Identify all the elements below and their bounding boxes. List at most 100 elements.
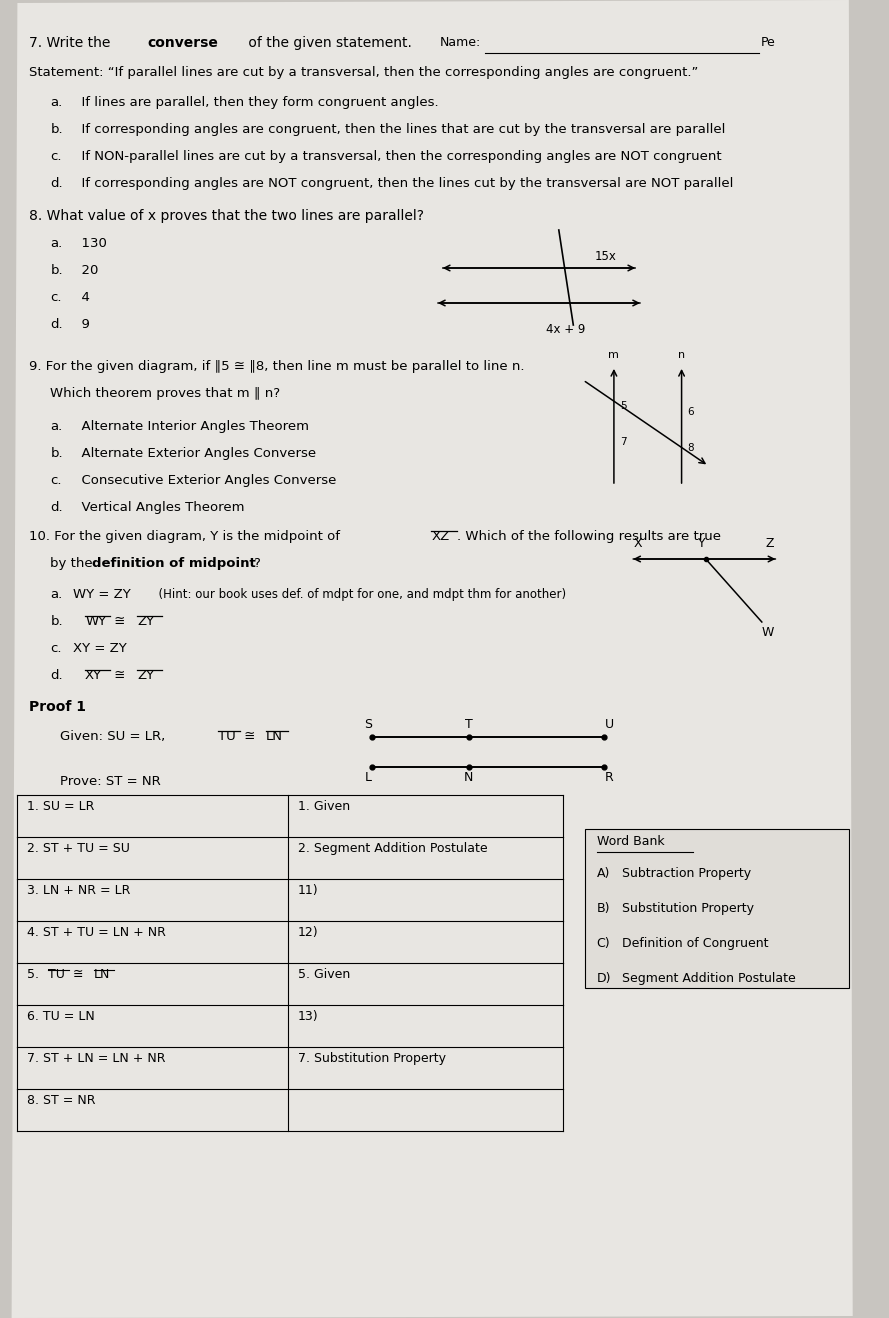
Text: 8: 8 — [687, 443, 694, 453]
Text: 8. What value of x proves that the two lines are parallel?: 8. What value of x proves that the two l… — [29, 210, 424, 223]
Text: 2. ST + TU = SU: 2. ST + TU = SU — [27, 842, 130, 855]
Text: Proof 1: Proof 1 — [29, 700, 86, 714]
Text: d.: d. — [51, 670, 63, 681]
Text: Alternate Interior Angles Theorem: Alternate Interior Angles Theorem — [73, 420, 308, 434]
Text: m: m — [608, 351, 620, 360]
Text: of the given statement.: of the given statement. — [244, 36, 412, 50]
Text: W: W — [762, 626, 774, 639]
Text: 9: 9 — [73, 318, 90, 331]
Text: 7: 7 — [620, 438, 627, 447]
Text: a.: a. — [51, 237, 62, 250]
Text: 13): 13) — [298, 1010, 318, 1023]
Text: 130: 130 — [73, 237, 107, 250]
Text: a.: a. — [51, 96, 62, 109]
Text: C): C) — [597, 937, 610, 949]
Text: R: R — [605, 771, 613, 784]
Text: Alternate Exterior Angles Converse: Alternate Exterior Angles Converse — [73, 447, 316, 460]
Text: L: L — [364, 771, 372, 784]
Text: b.: b. — [51, 123, 63, 136]
Text: 6. TU = LN: 6. TU = LN — [27, 1010, 95, 1023]
Text: 20: 20 — [73, 264, 98, 277]
Text: c.: c. — [51, 642, 61, 655]
Text: 5.: 5. — [27, 967, 43, 981]
Text: Vertical Angles Theorem: Vertical Angles Theorem — [73, 501, 244, 514]
Text: ?: ? — [253, 558, 260, 569]
Text: converse: converse — [147, 36, 218, 50]
Text: Pe: Pe — [761, 36, 775, 49]
Text: a.: a. — [51, 420, 62, 434]
Text: definition of midpoint: definition of midpoint — [92, 558, 256, 569]
Text: n: n — [678, 351, 685, 360]
Text: 4: 4 — [73, 291, 90, 304]
Text: 8. ST = NR: 8. ST = NR — [27, 1094, 96, 1107]
Text: Z: Z — [765, 536, 774, 550]
Text: 7. ST + LN = LN + NR: 7. ST + LN = LN + NR — [27, 1052, 165, 1065]
Text: D): D) — [597, 971, 611, 985]
Text: (Hint: our book uses def. of mdpt for one, and mdpt thm for another): (Hint: our book uses def. of mdpt for on… — [121, 588, 566, 601]
Text: d.: d. — [51, 318, 63, 331]
Text: d.: d. — [51, 501, 63, 514]
Text: If NON-parallel lines are cut by a transversal, then the corresponding angles ar: If NON-parallel lines are cut by a trans… — [73, 150, 721, 163]
Text: LN: LN — [266, 730, 283, 743]
Text: 5: 5 — [620, 401, 627, 411]
Text: d.: d. — [51, 177, 63, 190]
Text: S: S — [364, 718, 372, 731]
Text: . Which of the following results are true: . Which of the following results are tru… — [457, 530, 721, 543]
Text: WY: WY — [85, 616, 106, 627]
Text: Consecutive Exterior Angles Converse: Consecutive Exterior Angles Converse — [73, 474, 336, 486]
FancyBboxPatch shape — [585, 829, 849, 988]
Text: 7. Write the: 7. Write the — [29, 36, 115, 50]
Text: LN: LN — [93, 967, 110, 981]
Text: If corresponding angles are congruent, then the lines that are cut by the transv: If corresponding angles are congruent, t… — [73, 123, 725, 136]
Text: 1. Given: 1. Given — [298, 800, 350, 813]
Text: Definition of Congruent: Definition of Congruent — [621, 937, 768, 949]
Text: 15x: 15x — [595, 250, 616, 264]
Text: TU: TU — [218, 730, 236, 743]
Text: Which theorem proves that m ∥ n?: Which theorem proves that m ∥ n? — [51, 387, 280, 399]
Text: ≅: ≅ — [68, 967, 87, 981]
Text: Substitution Property: Substitution Property — [621, 902, 754, 915]
Text: ZY: ZY — [137, 670, 155, 681]
Text: N: N — [464, 771, 474, 784]
Text: 7. Substitution Property: 7. Substitution Property — [298, 1052, 445, 1065]
Text: c.: c. — [51, 474, 61, 486]
Text: ≅: ≅ — [240, 730, 260, 743]
Text: Given: SU = LR,: Given: SU = LR, — [60, 730, 170, 743]
Text: Statement: “If parallel lines are cut by a transversal, then the corresponding a: Statement: “If parallel lines are cut by… — [29, 66, 699, 79]
Text: 4x + 9: 4x + 9 — [546, 323, 586, 336]
Text: 1. SU = LR: 1. SU = LR — [27, 800, 94, 813]
Text: 6: 6 — [687, 407, 694, 416]
Text: ZY: ZY — [137, 616, 155, 627]
Text: 12): 12) — [298, 927, 318, 938]
Polygon shape — [12, 0, 853, 1318]
Text: 9. For the given diagram, if ∥5 ≅ ∥8, then line m must be parallel to line n.: 9. For the given diagram, if ∥5 ≅ ∥8, th… — [29, 360, 525, 373]
Text: Y: Y — [698, 536, 706, 550]
Text: WY = ZY: WY = ZY — [73, 588, 131, 601]
Text: Subtraction Property: Subtraction Property — [621, 867, 751, 879]
Text: ≅: ≅ — [110, 616, 130, 627]
Text: X: X — [633, 536, 642, 550]
Text: by the: by the — [51, 558, 97, 569]
Text: If lines are parallel, then they form congruent angles.: If lines are parallel, then they form co… — [73, 96, 438, 109]
Text: XY: XY — [85, 670, 102, 681]
Text: 4. ST + TU = LN + NR: 4. ST + TU = LN + NR — [27, 927, 166, 938]
Text: 2. Segment Addition Postulate: 2. Segment Addition Postulate — [298, 842, 487, 855]
Text: T: T — [465, 718, 473, 731]
Text: Prove: ST = NR: Prove: ST = NR — [60, 775, 161, 788]
Text: B): B) — [597, 902, 610, 915]
Text: b.: b. — [51, 264, 63, 277]
Text: b.: b. — [51, 616, 63, 627]
Text: A): A) — [597, 867, 610, 879]
Text: 5. Given: 5. Given — [298, 967, 350, 981]
Text: XZ: XZ — [431, 530, 450, 543]
Text: U: U — [605, 718, 613, 731]
Text: 11): 11) — [298, 884, 318, 898]
Text: Segment Addition Postulate: Segment Addition Postulate — [621, 971, 796, 985]
Text: c.: c. — [51, 291, 61, 304]
Text: ≅: ≅ — [110, 670, 130, 681]
Text: 10. For the given diagram, Y is the midpoint of: 10. For the given diagram, Y is the midp… — [29, 530, 344, 543]
Text: If corresponding angles are NOT congruent, then the lines cut by the transversal: If corresponding angles are NOT congruen… — [73, 177, 733, 190]
Text: Name:: Name: — [440, 36, 481, 49]
Text: TU: TU — [48, 967, 65, 981]
Text: XY = ZY: XY = ZY — [73, 642, 126, 655]
